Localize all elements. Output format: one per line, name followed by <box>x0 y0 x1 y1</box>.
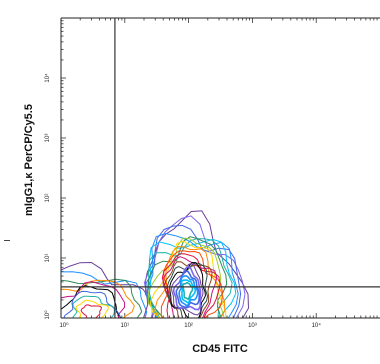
x-tick-label: 10⁴ <box>312 322 322 329</box>
x-tick-label: 10⁰ <box>59 322 69 329</box>
plot-frame <box>60 17 380 319</box>
contour-line-pop2 <box>171 262 204 316</box>
x-axis-label: CD45 FITC <box>192 343 248 355</box>
contour-line-pop2 <box>180 279 197 304</box>
y-axis-label: mIgG1,κ PerCP/Cy5.5 <box>23 104 35 216</box>
x-tick-label: 10¹ <box>120 323 129 329</box>
clip-mask-bottom <box>0 318 380 364</box>
y-tick-label: 10⁰ <box>44 310 51 320</box>
axis-marker <box>4 240 10 241</box>
axis-ticks <box>60 18 378 319</box>
quadrant-gates <box>61 18 380 318</box>
x-tick-label: 10² <box>184 323 193 329</box>
y-tick-label: 10² <box>45 194 51 203</box>
x-tick-label: 10³ <box>248 323 257 329</box>
contour-line-pop2 <box>172 265 202 311</box>
y-tick-label: 10⁴ <box>44 73 51 83</box>
y-tick-label: 10¹ <box>45 254 51 263</box>
tick-labels: 10⁰ 10¹ 10² 10³ 10⁴ 10⁰ 10¹ 10² 10³ 10⁴ <box>44 73 321 329</box>
contour-line-pop2 <box>182 282 194 301</box>
clip-mask-left <box>0 0 61 364</box>
contour-line-pop2 <box>178 274 199 307</box>
y-tick-label: 10³ <box>45 134 51 143</box>
contour-line-pop2 <box>175 270 201 309</box>
